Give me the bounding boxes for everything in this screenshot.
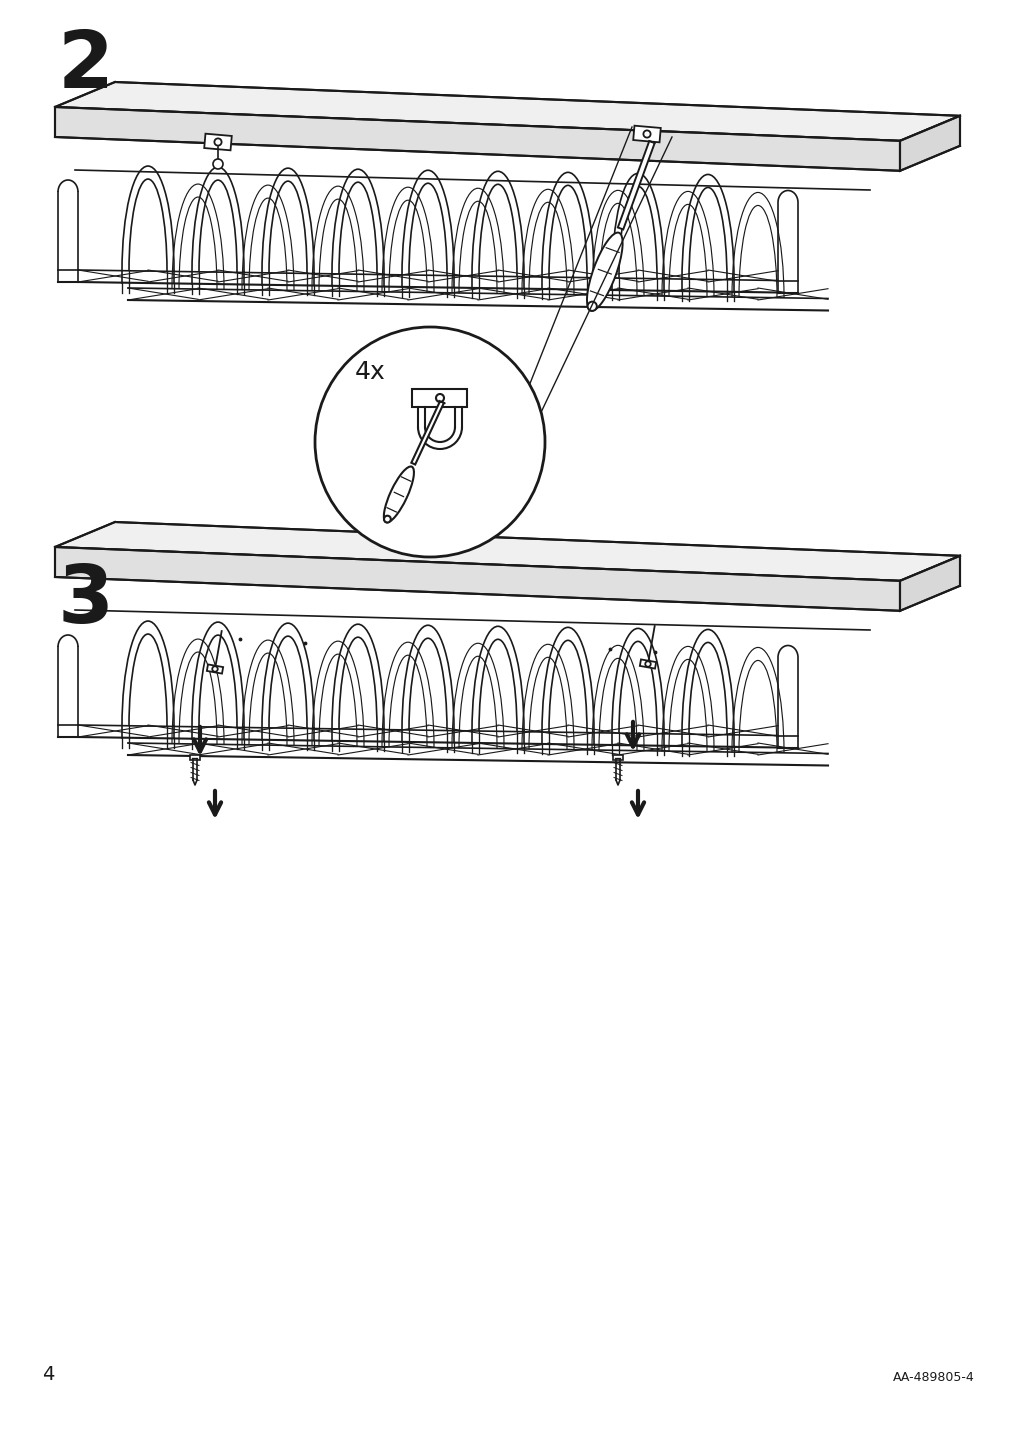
Text: 4: 4	[42, 1365, 55, 1383]
Circle shape	[383, 516, 390, 523]
Text: 2: 2	[58, 27, 114, 105]
Text: AA-489805-4: AA-489805-4	[893, 1370, 974, 1383]
Bar	[190, 755, 200, 760]
Polygon shape	[55, 82, 959, 140]
Polygon shape	[899, 116, 959, 170]
Circle shape	[314, 326, 545, 557]
Polygon shape	[204, 133, 232, 150]
Polygon shape	[639, 659, 655, 669]
Polygon shape	[899, 556, 959, 611]
Bar	[613, 755, 623, 760]
Circle shape	[436, 394, 444, 402]
Circle shape	[212, 666, 217, 672]
Bar	[412, 390, 467, 407]
Text: 4x: 4x	[355, 359, 385, 384]
Polygon shape	[55, 107, 899, 170]
Ellipse shape	[383, 467, 413, 523]
Text: 3: 3	[58, 561, 114, 640]
Polygon shape	[55, 523, 959, 581]
Circle shape	[214, 139, 221, 146]
Circle shape	[645, 662, 650, 667]
Circle shape	[587, 302, 596, 311]
Circle shape	[643, 130, 650, 137]
Polygon shape	[206, 664, 223, 673]
Polygon shape	[55, 547, 899, 611]
Ellipse shape	[586, 232, 622, 311]
Polygon shape	[410, 401, 444, 464]
Polygon shape	[618, 140, 654, 229]
Circle shape	[212, 159, 222, 169]
Polygon shape	[633, 126, 660, 142]
